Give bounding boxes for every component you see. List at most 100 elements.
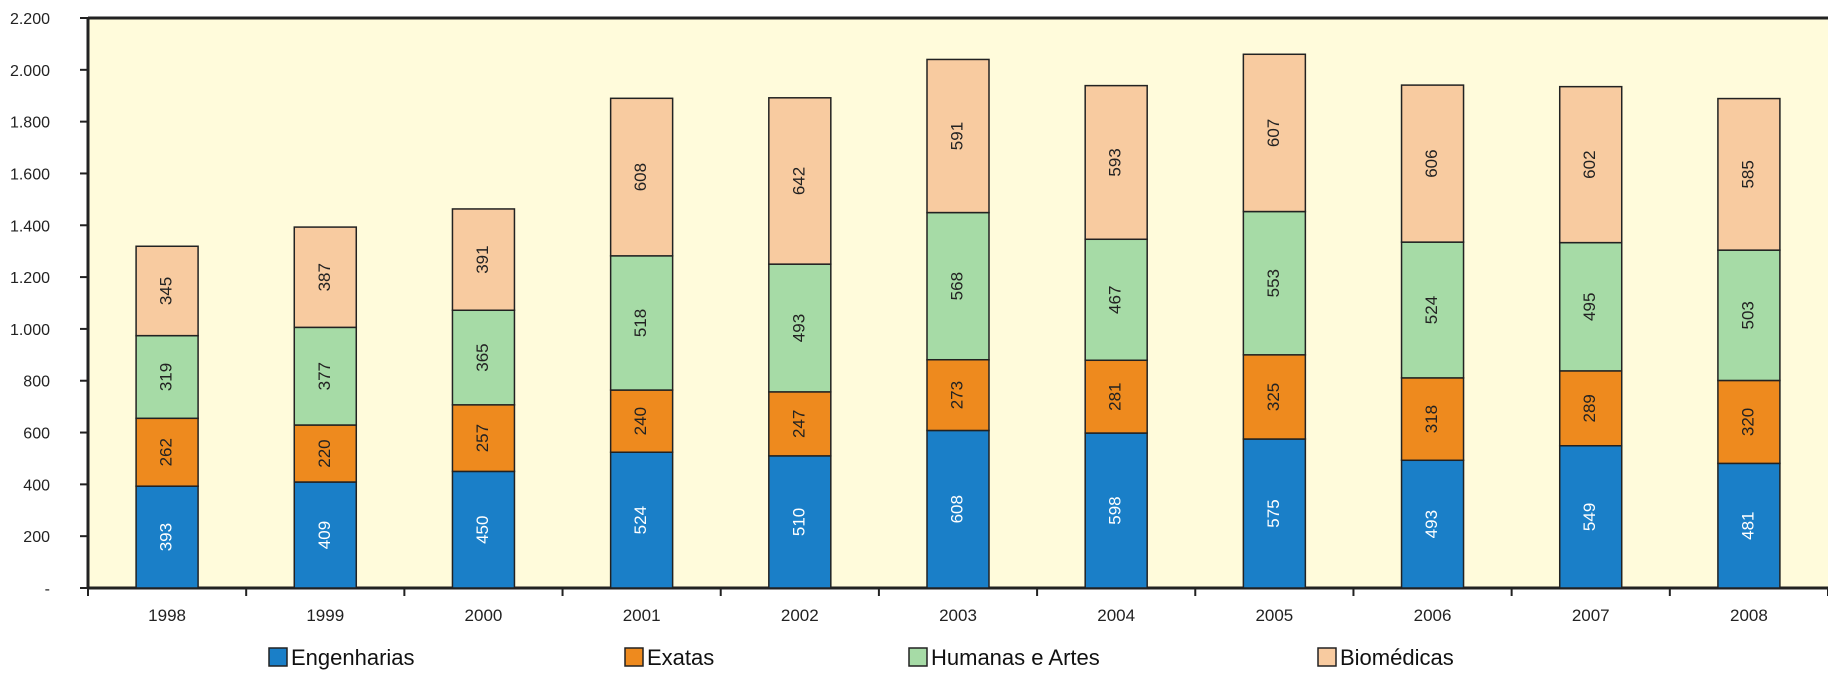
data-label: 524 [631,506,650,534]
bar-segment [1717,249,1781,382]
data-label: 481 [1738,512,1757,540]
x-axis: 1998 1999 2000 2001 2002 2003 2004 2005 2006 2007… [87,586,1828,625]
data-label: 318 [1422,405,1441,433]
bar-segment [135,245,199,337]
data-label: 503 [1738,301,1757,329]
bar-segment [926,429,990,589]
bar-segment [1717,97,1781,251]
bar-segment [451,404,516,473]
legend: Engenharias Exatas Humanas e Artes Biomédic… [268,645,1454,670]
data-label: 606 [1422,149,1441,177]
legend-label: Humanas e Artes [931,645,1100,670]
data-label: 240 [631,407,650,435]
data-label: 345 [157,277,176,305]
x-tick-label: 2001 [623,606,661,625]
bar-segment [135,334,199,420]
bar-segment [768,455,832,589]
data-label: 493 [1422,510,1441,538]
y-tick-label: 600 [23,426,50,443]
bar-segment [609,255,674,391]
data-label: 365 [473,343,492,371]
bar-segment [609,389,674,453]
y-tick-label: 800 [23,374,50,391]
bar-segment [1400,241,1465,379]
bar-segment [1242,53,1307,213]
data-label: 262 [157,438,176,466]
x-tick-label: 2007 [1572,606,1610,625]
bar-segment [926,358,990,432]
data-label: 553 [1264,269,1283,297]
data-label: 495 [1580,293,1599,321]
y-tick-label: 1.600 [10,166,50,183]
bar-segment [451,208,516,312]
bar-segment [135,485,199,589]
data-label: 518 [631,309,650,337]
bar-segment [768,263,832,393]
data-label: 409 [315,521,334,549]
data-label: 608 [631,163,650,191]
data-label: 220 [315,439,334,467]
data-label: 281 [1106,382,1125,410]
data-label: 467 [1106,286,1125,314]
data-label: 273 [947,381,966,409]
legend-label: Exatas [647,645,714,670]
bar-segment [609,97,674,257]
data-label: 319 [157,363,176,391]
data-label: 607 [1264,119,1283,147]
bar-segment [1084,359,1148,434]
data-label: 642 [789,167,808,195]
y-tick-label: 2.200 [10,11,50,28]
legend-label: Biomédicas [1340,645,1454,670]
bar-segment [609,451,674,589]
data-label: 585 [1738,160,1757,188]
data-label: 377 [315,362,334,390]
bar-segment [1242,438,1307,589]
bar-segment [1400,459,1465,589]
data-label: 387 [315,263,334,291]
legend-swatch [624,647,644,667]
data-label: 591 [947,122,966,150]
data-label: 549 [1580,503,1599,531]
bar-segment [293,481,358,589]
y-tick-label: 200 [23,529,50,546]
bar-segment [1242,210,1307,356]
y-tick-label: 1.000 [10,322,50,339]
legend-swatch [908,647,928,667]
bar-segment [926,58,990,214]
bar-segment [768,97,832,265]
x-tick-label: 2006 [1414,606,1452,625]
y-tick-label: 1.200 [10,270,50,287]
data-label: 602 [1580,150,1599,178]
data-label: 493 [789,314,808,342]
data-label: 575 [1264,499,1283,527]
bar-segment [1400,377,1465,462]
bar-segment [1400,84,1465,243]
bar-segment [1084,84,1148,241]
x-tick-label: 2004 [1097,606,1135,625]
x-tick-label: 2000 [465,606,503,625]
data-label: 524 [1422,296,1441,324]
bar-segment [451,470,516,589]
bar-segment [1717,379,1781,465]
data-label: 325 [1264,383,1283,411]
data-label: 320 [1738,408,1757,436]
bar-segment [1084,432,1148,589]
y-tick-label: 2.000 [10,63,50,80]
data-label: 593 [1106,148,1125,176]
legend-label: Engenharias [291,645,415,670]
bar-segment [1084,238,1148,362]
bar-segment [293,326,358,426]
bar-segment [926,211,990,361]
x-tick-label: 2005 [1255,606,1293,625]
x-tick-label: 1998 [148,606,186,625]
data-label: 450 [473,516,492,544]
y-tick-label: 1.400 [10,218,50,235]
data-label: 510 [789,508,808,536]
data-label: 568 [947,272,966,300]
y-axis: - 200 400 600 800 1.000 1.200 1.400 1.600 1.800 2.… [10,11,90,598]
data-label: 393 [157,523,176,551]
x-tick-label: 1999 [306,606,344,625]
x-tick-label: 2002 [781,606,819,625]
data-label: 598 [1106,496,1125,524]
bar-segment [1558,85,1623,244]
